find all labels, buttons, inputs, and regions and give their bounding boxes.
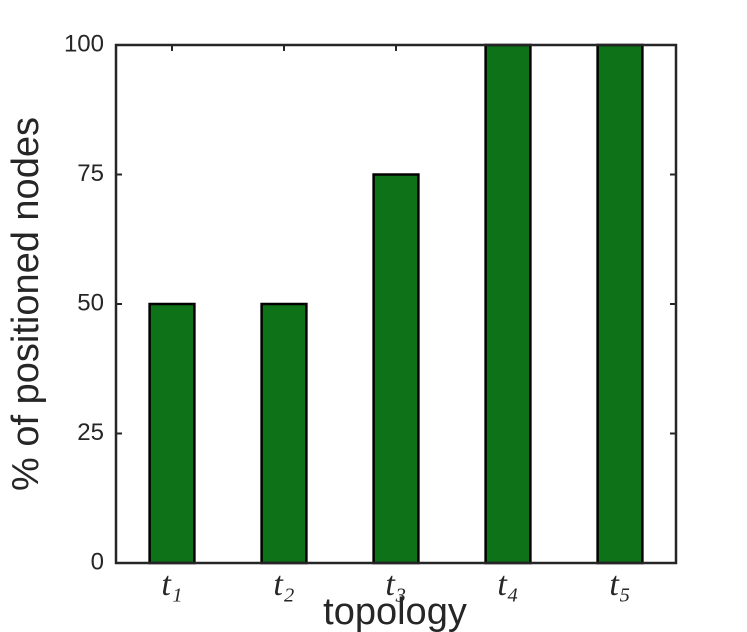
y-tick-label: 100 xyxy=(64,30,104,57)
y-tick-label: 0 xyxy=(91,548,104,575)
x-axis-label: topology xyxy=(323,591,467,632)
bar xyxy=(372,173,420,565)
x-tick-label: t₅ xyxy=(609,566,630,603)
x-tick-label: t₄ xyxy=(497,566,518,603)
bar xyxy=(484,43,532,565)
bar xyxy=(596,43,644,565)
x-tick-label: t₂ xyxy=(273,566,294,603)
x-tick-label: t₁ xyxy=(161,566,182,603)
plot-frame xyxy=(114,43,678,565)
y-tick-label: 75 xyxy=(77,160,104,187)
bar xyxy=(260,302,308,565)
y-axis-label: % of positioned nodes xyxy=(5,117,47,491)
y-tick-label: 50 xyxy=(77,289,104,316)
bar xyxy=(148,302,196,565)
x-tick-label: t₃ xyxy=(385,566,406,603)
y-tick-label: 25 xyxy=(77,419,104,446)
